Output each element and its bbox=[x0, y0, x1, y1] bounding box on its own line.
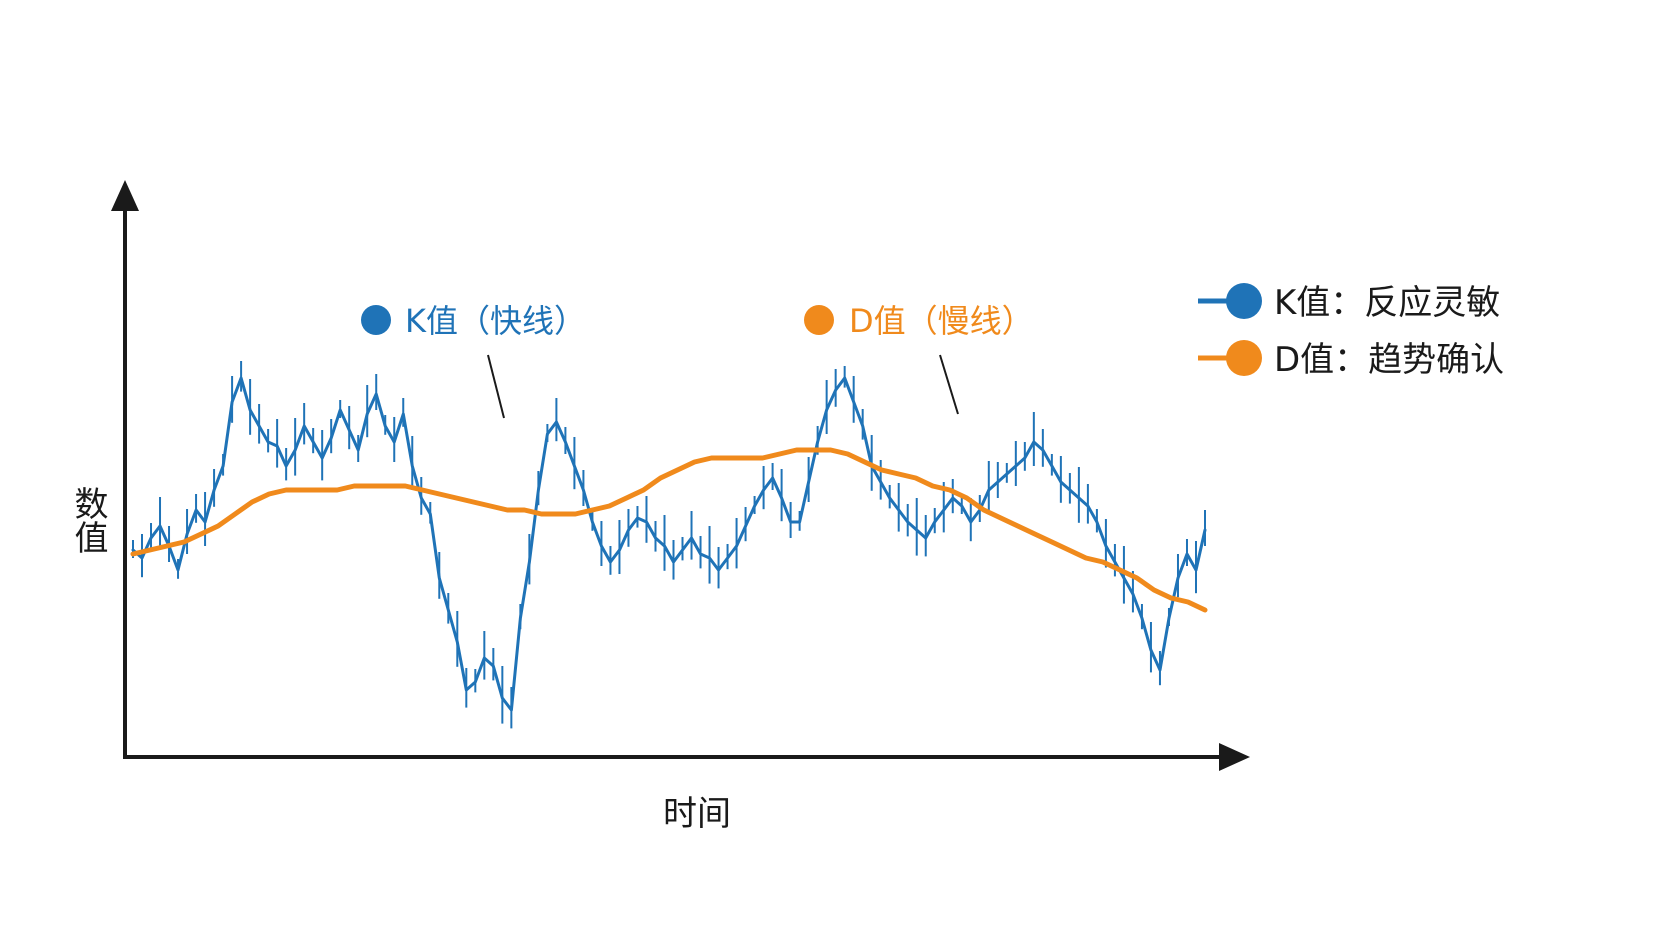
x-axis-arrow bbox=[1219, 743, 1250, 771]
d-annotation-marker bbox=[804, 305, 834, 335]
d-series-line bbox=[130, 447, 1208, 613]
k-series bbox=[131, 361, 1207, 729]
d-annotation-text: D值（慢线） bbox=[849, 302, 1034, 340]
y-axis-arrow bbox=[111, 180, 139, 211]
legend: K值：反应灵敏 D值：趋势确认 bbox=[1198, 283, 1504, 380]
k-annotation-leader bbox=[487, 354, 505, 419]
k-annotation-text: K值（快线） bbox=[405, 302, 586, 340]
x-axis-label: 时间 bbox=[663, 794, 731, 834]
d-annotation-leader bbox=[939, 354, 959, 415]
legend-d-marker bbox=[1226, 340, 1262, 376]
k-annotation-marker bbox=[361, 305, 391, 335]
legend-d-label: D值：趋势确认 bbox=[1274, 340, 1504, 380]
legend-k-marker bbox=[1226, 283, 1262, 319]
y-axis-label: 数值 bbox=[68, 486, 108, 554]
k-series-line bbox=[131, 376, 1207, 712]
d-series bbox=[130, 447, 1208, 613]
legend-k-label: K值：反应灵敏 bbox=[1274, 283, 1500, 323]
